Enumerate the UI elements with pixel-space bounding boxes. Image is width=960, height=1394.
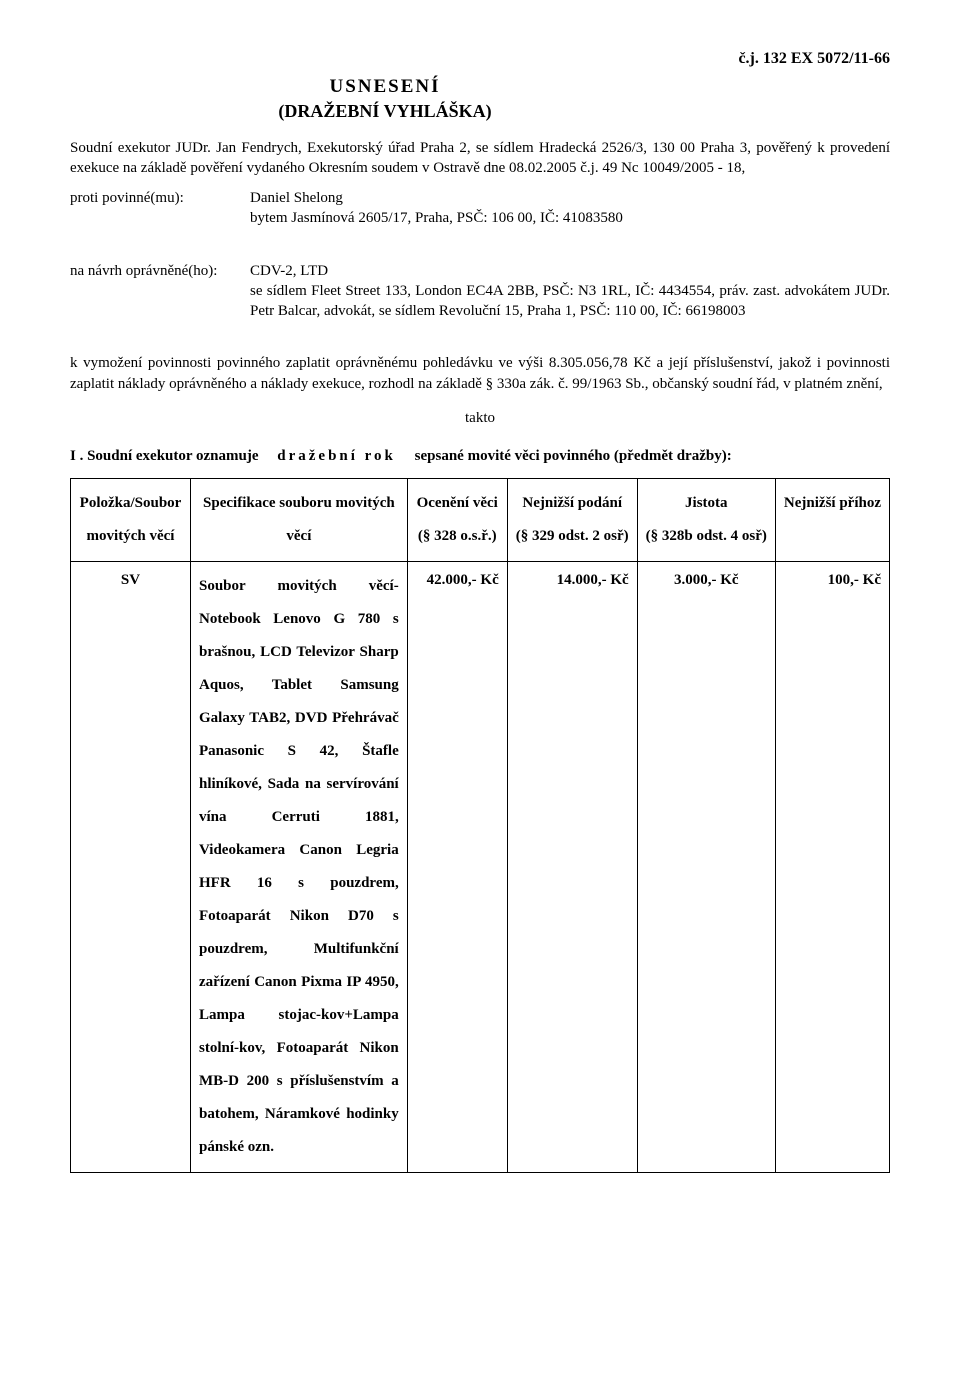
auction-table: Položka/Soubor movitých věcí Specifikace… (70, 478, 890, 1173)
obligor-value: Daniel Shelongbytem Jasmínová 2605/17, P… (250, 188, 890, 229)
section-one-prefix: I . Soudní exekutor oznamuje (70, 448, 259, 464)
cell-valuation: 42.000,- Kč (407, 562, 507, 1173)
cell-deposit: 3.000,- Kč (637, 562, 775, 1173)
takto-word: takto (70, 408, 890, 428)
table-row: SV Soubor movitých věcí-Notebook Lenovo … (71, 562, 890, 1173)
th-deposit: Jistota(§ 328b odst. 4 osř) (646, 487, 767, 553)
creditor-label: na návrh oprávněné(ho): (70, 261, 250, 322)
title-sub: (DRAŽEBNÍ VYHLÁŠKA) (200, 99, 570, 123)
section-one-spaced: dražební rok (277, 448, 396, 464)
creditor-row: na návrh oprávněné(ho): CDV-2, LTDse síd… (70, 261, 890, 322)
title-block: USNESENÍ (DRAŽEBNÍ VYHLÁŠKA) (200, 74, 570, 124)
th-valuation: Ocenění věci(§ 328 o.s.ř.) (416, 487, 499, 553)
cell-id: SV (71, 562, 191, 1173)
title-main: USNESENÍ (200, 74, 570, 100)
section-one-suffix: sepsané movité věci povinného (předmět d… (415, 448, 732, 464)
th-spec: Specifikace souboru movitých věcí (199, 487, 399, 553)
th-item: Položka/Soubor movitých věcí (79, 487, 182, 553)
cell-min-raise: 100,- Kč (775, 562, 889, 1173)
section-one-heading: I . Soudní exekutor oznamuje dražební ro… (70, 446, 890, 466)
case-number: č.j. 132 EX 5072/11-66 (70, 48, 890, 70)
th-min-bid: Nejnižší podání(§ 329 odst. 2 osř) (516, 487, 629, 553)
cell-min-bid: 14.000,- Kč (507, 562, 637, 1173)
claim-paragraph: k vymožení povinnosti povinného zaplatit… (70, 353, 890, 394)
obligor-label: proti povinné(mu): (70, 188, 250, 229)
intro-paragraph: Soudní exekutor JUDr. Jan Fendrych, Exek… (70, 138, 890, 179)
table-header-row: Položka/Soubor movitých věcí Specifikace… (71, 479, 890, 562)
cell-spec: Soubor movitých věcí-Notebook Lenovo G 7… (191, 562, 408, 1173)
th-min-raise: Nejnižší příhoz (784, 487, 881, 520)
creditor-value: CDV-2, LTDse sídlem Fleet Street 133, Lo… (250, 261, 890, 322)
obligor-row: proti povinné(mu): Daniel Shelongbytem J… (70, 188, 890, 229)
